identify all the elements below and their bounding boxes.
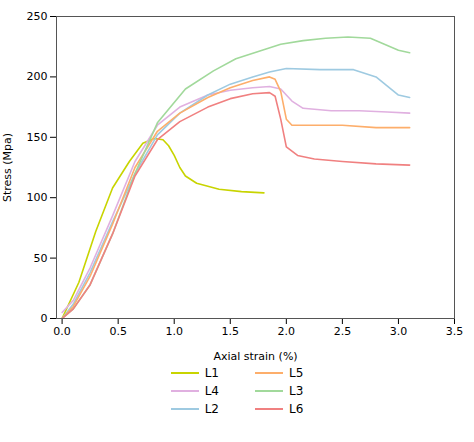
svg-text:2.0: 2.0 [278,325,296,338]
svg-text:150: 150 [27,131,48,144]
svg-text:Axial strain (%): Axial strain (%) [213,350,297,363]
svg-text:Stress (Mpa): Stress (Mpa) [1,133,14,202]
html-text:L6: L6 [289,402,304,416]
svg-text:2.5: 2.5 [334,325,352,338]
svg-text:1.5: 1.5 [222,325,240,338]
svg-text:1.0: 1.0 [165,325,183,338]
html-text:L3: L3 [289,384,304,398]
svg-text:50: 50 [34,252,48,265]
svg-text:3.0: 3.0 [390,325,408,338]
html-text:L2: L2 [204,402,219,416]
svg-text:0: 0 [41,312,48,325]
svg-text:3.5: 3.5 [446,325,464,338]
svg-text:100: 100 [27,191,48,204]
svg-text:0.0: 0.0 [53,325,71,338]
html-text:L1: L1 [204,366,219,380]
svg-text:0.5: 0.5 [109,325,127,338]
svg-text:200: 200 [27,70,48,83]
html-text:L5: L5 [289,366,304,380]
svg-text:250: 250 [27,10,48,23]
html-text:L4: L4 [204,384,219,398]
